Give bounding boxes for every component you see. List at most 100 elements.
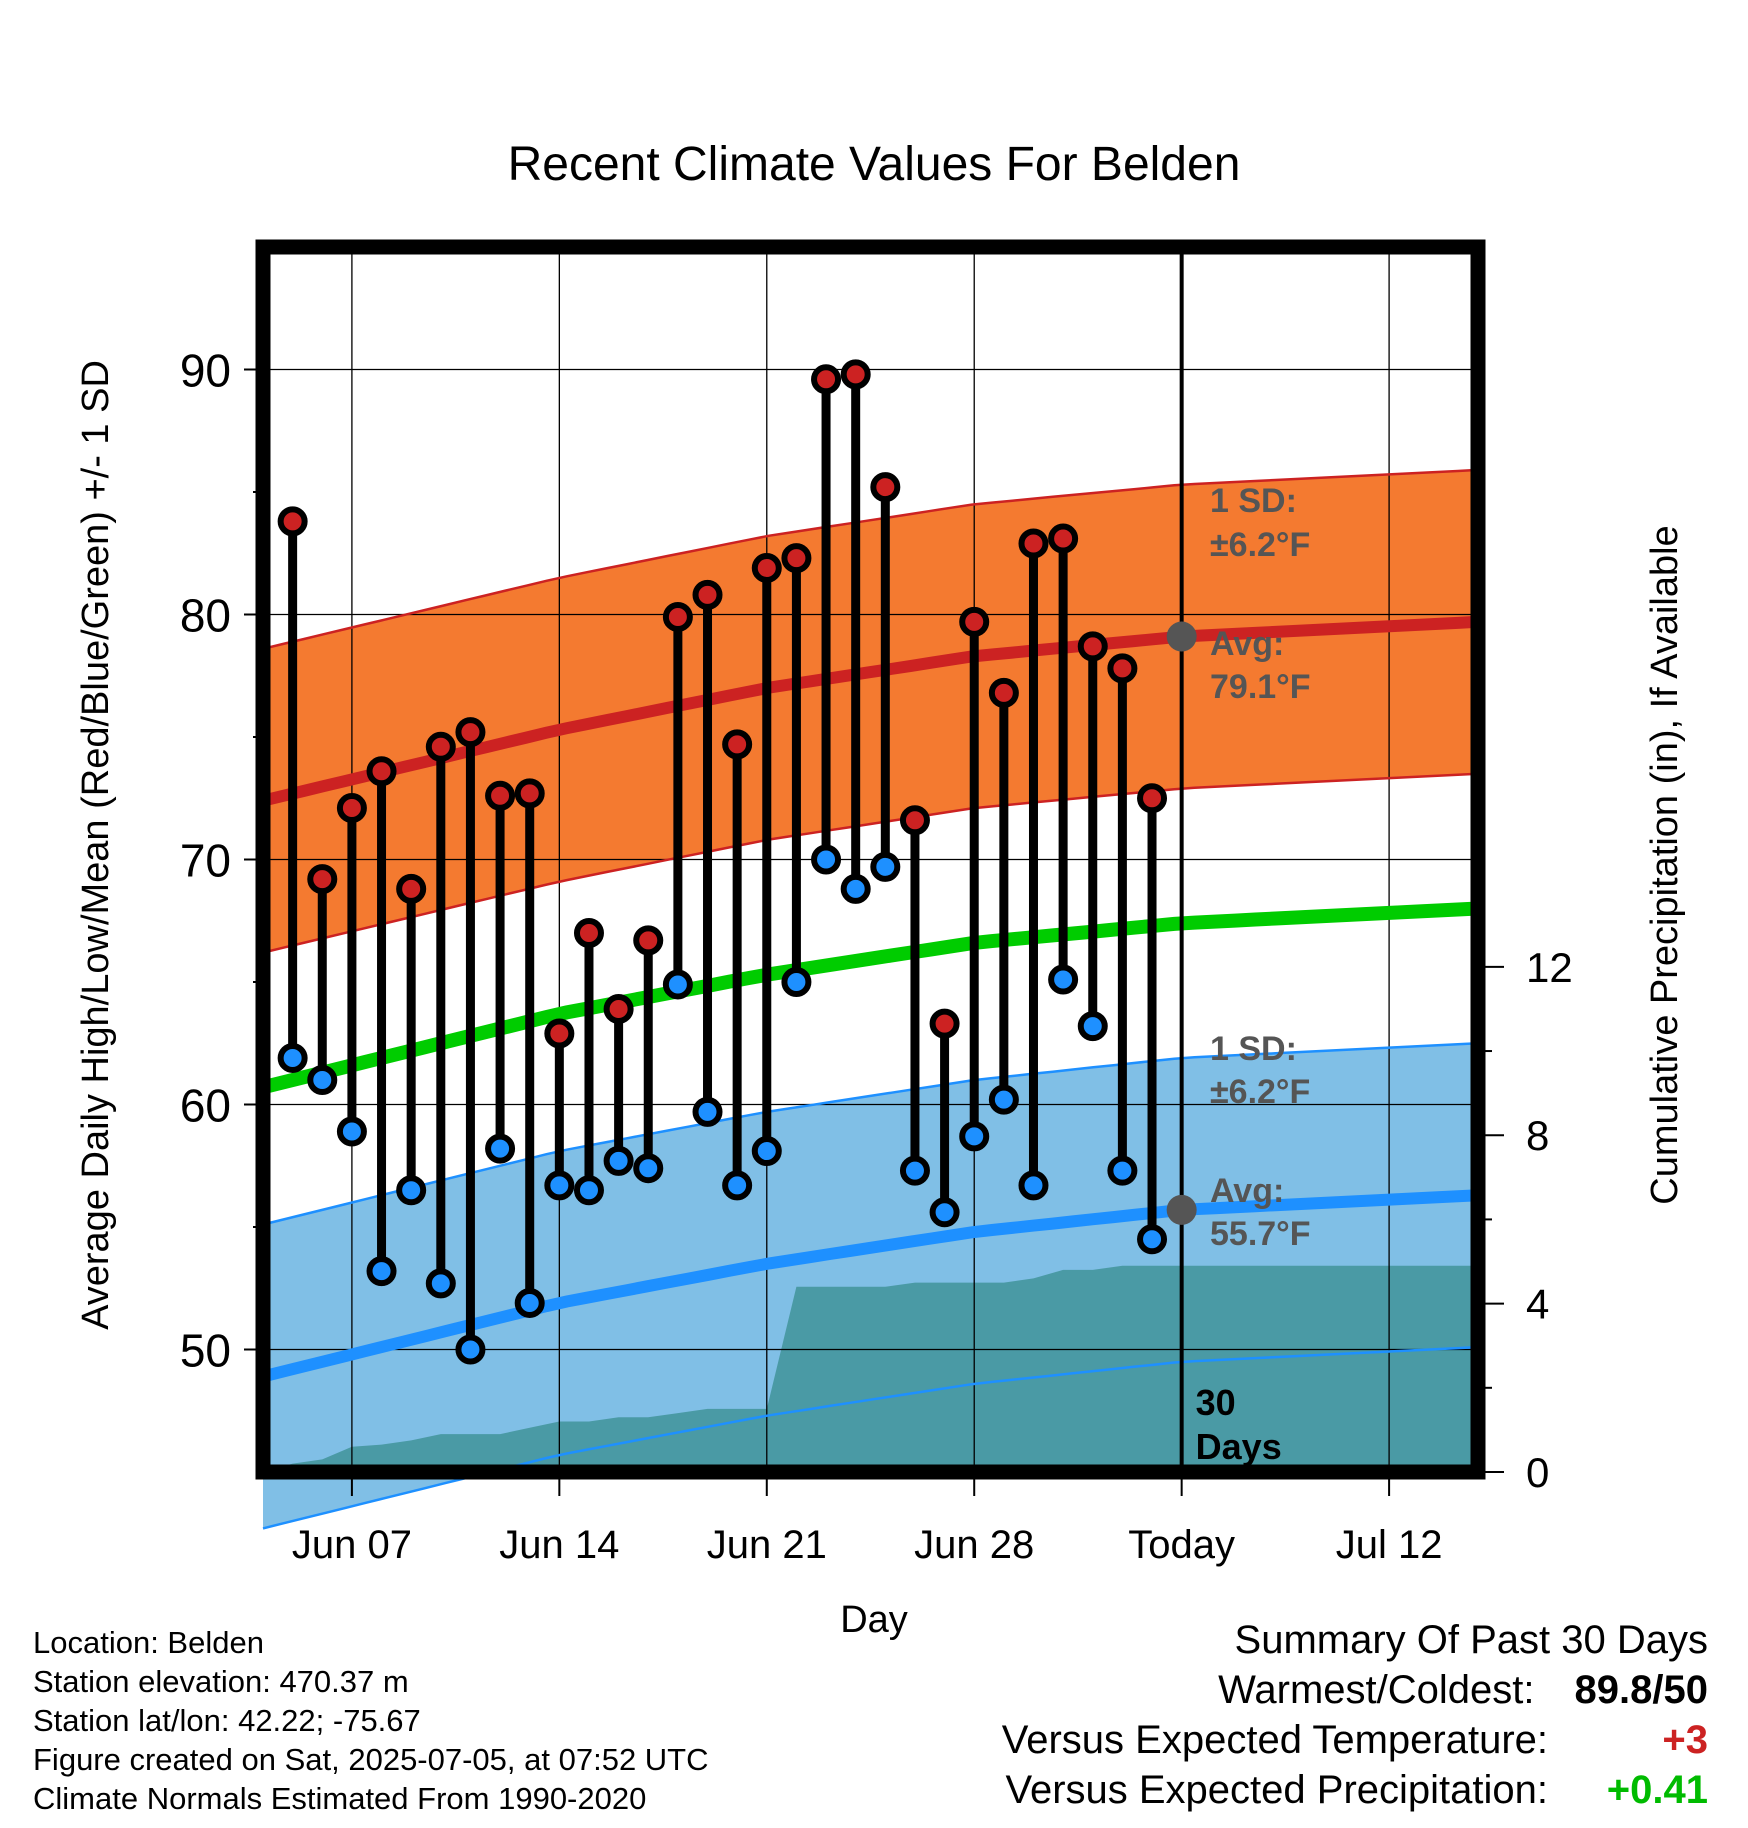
low-point	[840, 873, 871, 904]
high-avg-value: 79.1°F	[1210, 668, 1311, 706]
low-point	[959, 1121, 990, 1152]
temp-value: +3	[1662, 1718, 1708, 1762]
low-point	[366, 1256, 397, 1287]
low-point	[899, 1155, 930, 1186]
normal-lines	[261, 468, 1479, 1530]
high-point	[307, 864, 338, 895]
high-sd-band	[263, 469, 1478, 953]
high-point	[781, 543, 812, 574]
low-point	[722, 1170, 753, 1201]
x-tick-label: Jun 21	[707, 1523, 827, 1567]
high-point	[692, 579, 723, 610]
low-avg-value: 55.7°F	[1210, 1215, 1311, 1253]
today-days-label: 30 Days	[1196, 1382, 1282, 1467]
low-sd-band	[263, 1043, 1478, 1529]
low-point	[425, 1268, 456, 1299]
low-sd-value: ±6.2°F	[1210, 1073, 1310, 1111]
temp-label: Versus Expected Temperature:	[1001, 1718, 1548, 1762]
today-days-line1: 30	[1196, 1382, 1236, 1423]
annotations: 1 SD: ±6.2°F Avg: 79.1°F 1 SD: ±6.2°F Av…	[1196, 482, 1311, 1467]
warmest-label: Warmest/Coldest:	[1218, 1668, 1535, 1712]
low-point	[929, 1197, 960, 1228]
high-point	[662, 601, 693, 632]
high-point	[514, 778, 545, 809]
today-avg-high-marker	[1166, 621, 1197, 652]
high-point	[1077, 631, 1108, 662]
x-tick-label: Jun 07	[292, 1523, 412, 1567]
avg-mean-line	[261, 901, 1479, 1095]
today-days-line2: Days	[1196, 1426, 1282, 1467]
y-left-tick-label: 50	[180, 1325, 231, 1377]
high-point	[633, 925, 664, 956]
high-point	[870, 472, 901, 503]
location-text: Location: Belden	[33, 1625, 264, 1660]
high-point	[573, 918, 604, 948]
high-lower-sd-line	[262, 772, 1479, 954]
summary-panel: Summary Of Past 30 Days Warmest/Coldest:…	[1002, 1618, 1708, 1818]
high-point	[277, 506, 308, 537]
precip-label: Versus Expected Precipitation:	[1005, 1768, 1548, 1812]
warmest-high: 89.8	[1574, 1668, 1653, 1712]
high-point	[455, 717, 486, 748]
y-right-tick-label: 8	[1526, 1112, 1549, 1159]
low-point	[573, 1175, 604, 1206]
x-tick-label: Jun 28	[914, 1523, 1034, 1567]
low-point	[988, 1084, 1019, 1115]
high-point	[396, 873, 427, 904]
high-point	[899, 805, 930, 836]
low-point	[811, 844, 842, 875]
x-tick-label: Jul 12	[1336, 1523, 1443, 1567]
x-axis-label: Day	[840, 1599, 908, 1641]
high-point	[929, 1008, 960, 1039]
normals-text: Climate Normals Estimated From 1990-2020	[33, 1781, 647, 1816]
low-point	[1107, 1155, 1138, 1186]
created-text: Figure created on Sat, 2025-07-05, at 07…	[33, 1742, 709, 1777]
high-point	[988, 677, 1019, 708]
low-point	[1018, 1170, 1049, 1201]
y-left-tick-label: 80	[180, 590, 231, 642]
high-point	[1048, 523, 1079, 554]
high-avg-label: Avg:	[1210, 625, 1284, 663]
low-point	[307, 1065, 338, 1095]
warmest-low: 50	[1663, 1668, 1709, 1712]
normal-bands	[263, 469, 1478, 1529]
chart-title: Recent Climate Values For Belden	[508, 138, 1241, 191]
precipitation-area	[263, 1265, 1478, 1472]
low-point	[514, 1287, 545, 1318]
x-tick-label: Jun 14	[499, 1523, 619, 1567]
low-point	[485, 1133, 516, 1164]
low-point	[336, 1116, 367, 1147]
low-sd-label: 1 SD:	[1210, 1030, 1297, 1068]
y-left-tick-label: 60	[180, 1080, 231, 1132]
high-point	[336, 793, 367, 824]
low-point	[455, 1334, 486, 1365]
avg-low-line	[261, 1189, 1479, 1383]
station-info: Location: Belden Station elevation: 470.…	[33, 1623, 709, 1818]
y-left-tick-label: 70	[180, 835, 231, 887]
y-axis-right-label: Cumulative Precipitation (in), If Availa…	[1644, 525, 1686, 1204]
precip-area	[263, 1265, 1478, 1472]
low-avg-label: Avg:	[1210, 1172, 1284, 1210]
low-point	[781, 967, 812, 997]
y-left-tick-label: 90	[180, 345, 231, 397]
y-right-tick-label: 4	[1526, 1281, 1549, 1328]
high-point	[366, 756, 397, 787]
low-point	[1137, 1224, 1168, 1255]
warmest-value: 89.8/50	[1575, 1668, 1708, 1713]
low-point	[662, 969, 693, 1000]
low-point	[544, 1170, 575, 1201]
y-axis-left-label: Average Daily High/Low/Mean (Red/Blue/Gr…	[75, 360, 117, 1330]
low-point	[1077, 1011, 1108, 1042]
avg-high-line	[261, 615, 1479, 807]
high-point	[1107, 653, 1138, 684]
y-right-tick-label: 0	[1526, 1449, 1549, 1496]
high-point	[751, 552, 782, 583]
high-point	[485, 780, 516, 811]
high-point	[1137, 783, 1168, 814]
low-point	[870, 851, 901, 882]
grid-lines	[263, 247, 1478, 1472]
low-upper-sd-line	[262, 1042, 1479, 1226]
low-point	[692, 1096, 723, 1127]
high-point	[959, 606, 990, 637]
